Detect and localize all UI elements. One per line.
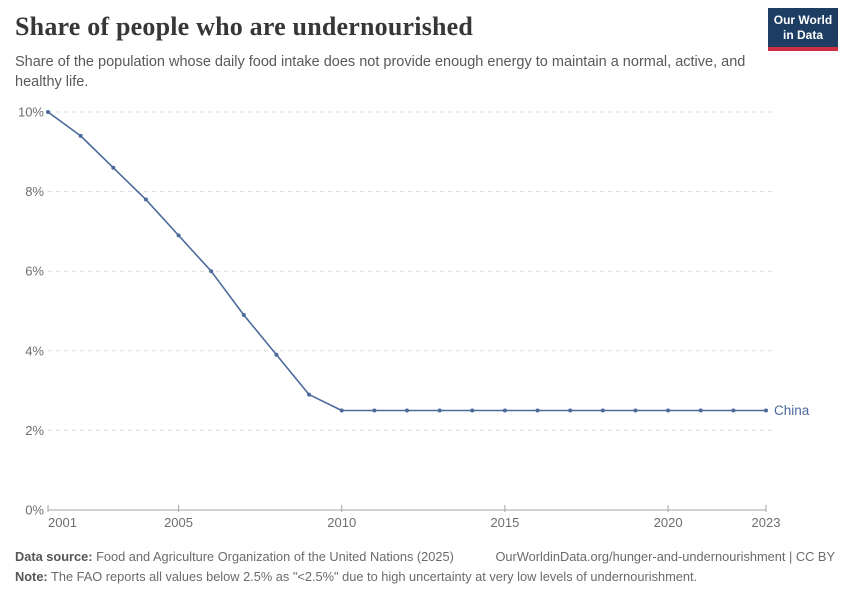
data-point[interactable] [339, 408, 344, 413]
note-label: Note: [15, 568, 48, 584]
owid-logo-line1: Our World [773, 13, 833, 27]
y-axis-tick-label: 10% [18, 105, 44, 120]
x-axis-tick-label: 2023 [752, 515, 781, 530]
chart-subtitle: Share of the population whose daily food… [15, 54, 746, 90]
y-axis-tick-label: 6% [25, 264, 44, 279]
data-point[interactable] [372, 408, 377, 413]
owid-logo[interactable]: Our World in Data [768, 8, 838, 51]
data-source-value: Food and Agriculture Organization of the… [92, 549, 454, 564]
data-point[interactable] [698, 408, 703, 413]
data-point[interactable] [405, 408, 409, 413]
series-end-label[interactable]: China [774, 403, 810, 418]
data-point[interactable] [111, 165, 116, 170]
data-point[interactable] [274, 352, 279, 357]
footer-row-source: Data source: Food and Agriculture Organi… [15, 547, 835, 567]
data-point[interactable] [764, 408, 768, 413]
data-point[interactable] [535, 408, 540, 413]
data-point[interactable] [176, 233, 181, 238]
x-axis-tick-label: 2010 [327, 515, 356, 530]
data-point[interactable] [46, 110, 50, 114]
data-point[interactable] [78, 133, 83, 138]
data-point[interactable] [143, 197, 148, 202]
footer-row-note: Note: The FAO reports all values below 2… [15, 567, 835, 587]
data-source-label: Data source: [15, 549, 93, 564]
line-chart: 0% 2% 4% 6% 8% 10% 2001 2005 2010 2015 2020 2023 Chi… [18, 105, 810, 531]
data-point[interactable] [307, 392, 312, 397]
x-axis-tick-label: 2001 [48, 515, 77, 530]
data-point[interactable] [437, 408, 442, 413]
data-point[interactable] [731, 408, 736, 413]
y-axis-tick-label: 2% [25, 423, 44, 438]
chart-area: 0% 2% 4% 6% 8% 10% 2001 2005 2010 2015 2020 2023 Chi… [0, 95, 850, 545]
series-line-china[interactable] [47, 111, 766, 412]
x-axis-tick-label: 2005 [164, 515, 193, 530]
data-point[interactable] [568, 408, 573, 413]
owid-link[interactable]: OurWorldinData.org/hunger-and-undernouri… [495, 549, 835, 564]
data-point[interactable] [600, 408, 605, 413]
y-axis-tick-label: 0% [25, 503, 44, 518]
data-point[interactable] [241, 312, 246, 317]
data-point[interactable] [633, 408, 638, 413]
data-point[interactable] [502, 408, 507, 413]
y-axis-tick-label: 8% [25, 184, 44, 199]
chart-footer: Data source: Food and Agriculture Organi… [15, 547, 835, 587]
data-point[interactable] [209, 269, 214, 274]
page-title: Share of people who are undernourished [15, 12, 474, 41]
x-axis-tick-label: 2020 [654, 515, 683, 530]
note-value: The FAO reports all values below 2.5% as… [47, 568, 698, 584]
owid-logo-line2: in Data [782, 28, 823, 42]
y-axis-tick-label: 4% [25, 343, 44, 358]
x-axis-tick-label: 2015 [490, 515, 519, 530]
data-source-text: Data source: Food and Agriculture Organi… [15, 547, 454, 567]
data-point[interactable] [470, 408, 475, 413]
data-point[interactable] [666, 408, 671, 413]
